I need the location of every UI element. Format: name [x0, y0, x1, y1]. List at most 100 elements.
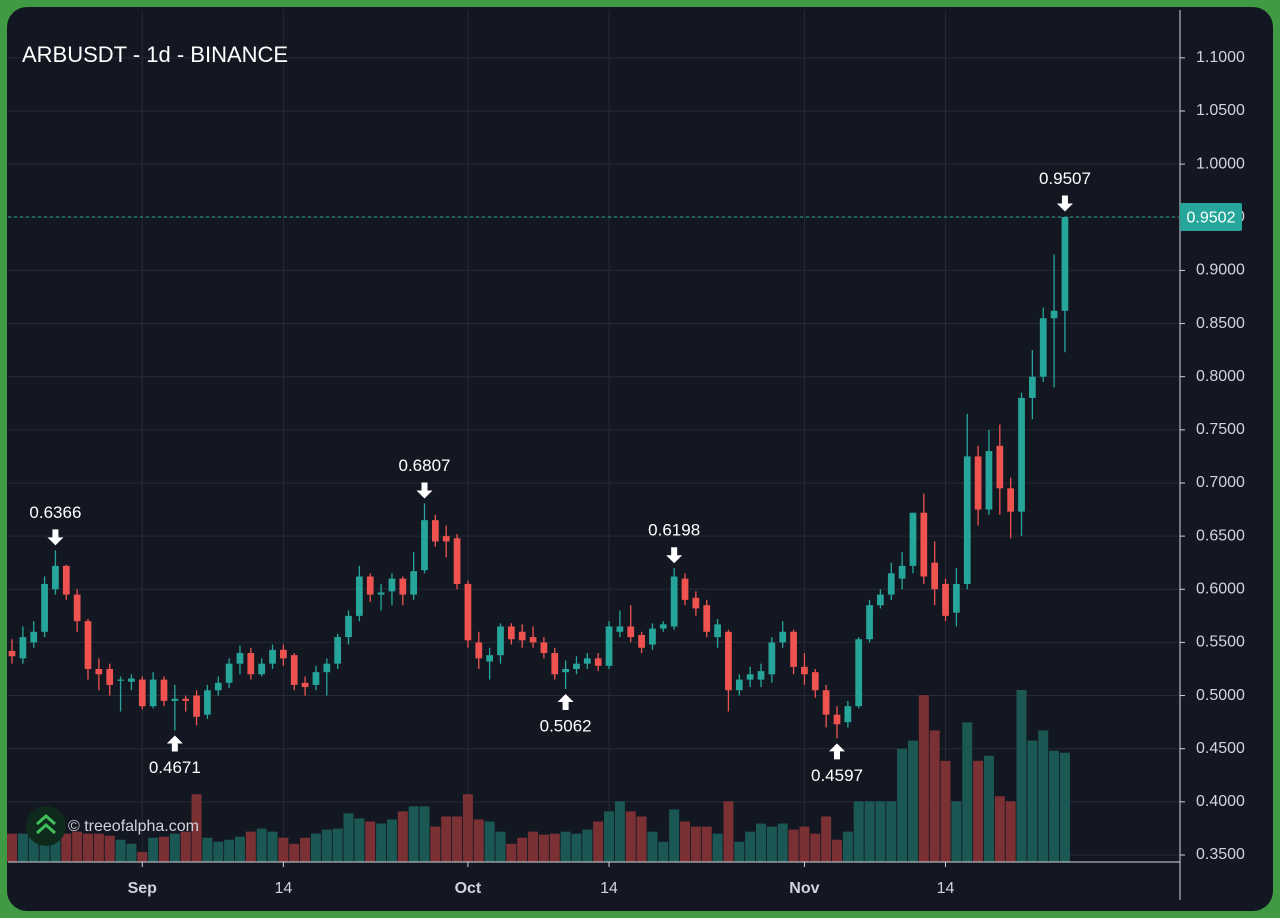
candle-body	[605, 626, 613, 666]
annotation-arrow	[666, 547, 683, 564]
candle-body	[963, 456, 971, 584]
candle-body	[366, 576, 374, 595]
volume-bar	[245, 831, 256, 862]
watermark: © treeofalpha.com	[26, 806, 199, 846]
candle-body	[659, 624, 667, 629]
extreme-annotation: 0.6198	[648, 521, 700, 564]
volume-bar	[234, 836, 245, 862]
volume-bar	[636, 816, 647, 862]
candle-body	[410, 571, 418, 595]
volume-bar	[973, 760, 984, 862]
volume-bar	[93, 833, 104, 862]
annotation-label: 0.5062	[540, 716, 592, 735]
candle-body	[562, 668, 569, 673]
candle-body	[431, 520, 439, 542]
candle-body	[1029, 376, 1036, 398]
candle-body	[1050, 310, 1058, 319]
volume-bar	[1016, 690, 1027, 862]
volume-bar	[441, 816, 452, 862]
chart-title: ARBUSDT - 1d - BINANCE	[22, 42, 288, 67]
candle-body	[171, 698, 179, 701]
candle-body	[421, 520, 428, 571]
candle-body	[855, 639, 863, 707]
volume-bar	[571, 833, 582, 862]
volume-bar	[1038, 730, 1049, 862]
volume-bar	[810, 833, 821, 862]
candle-body	[920, 512, 928, 577]
extreme-annotation: 0.4597	[811, 743, 863, 785]
candle-body	[345, 615, 352, 638]
volume-bar	[951, 801, 962, 862]
volume-bar	[886, 801, 897, 862]
volume-bar	[158, 836, 169, 862]
candle-body	[725, 631, 732, 691]
volume-bar	[842, 831, 853, 862]
volume-bar	[625, 811, 636, 862]
volume-bar	[28, 831, 39, 862]
volume-bar	[929, 730, 940, 862]
candle-body	[334, 637, 342, 664]
y-tick-label: 0.4500	[1196, 740, 1245, 757]
y-tick-label: 0.7500	[1196, 421, 1245, 438]
candle-body	[128, 678, 135, 682]
candle-body	[1039, 318, 1047, 377]
extreme-annotation: 0.6366	[29, 503, 81, 546]
candle-body	[269, 649, 276, 664]
candle-body	[844, 706, 852, 723]
candle-body	[399, 578, 407, 595]
volume-bar	[799, 826, 810, 862]
volume-bar	[430, 826, 441, 862]
candle-body	[106, 668, 114, 685]
candle-body	[757, 671, 765, 680]
y-tick-label: 0.8500	[1196, 315, 1245, 332]
candle-body	[790, 631, 797, 667]
volume-bar	[918, 695, 929, 862]
x-tick-label: Sep	[128, 880, 158, 897]
candle-body	[974, 456, 982, 510]
candle-body	[953, 583, 960, 613]
volume-bar	[897, 748, 908, 862]
candle-body	[204, 690, 211, 715]
candle-body	[1007, 488, 1015, 512]
candle-body	[149, 679, 157, 707]
y-tick-label: 0.6000	[1196, 580, 1245, 597]
candle-body	[62, 565, 70, 595]
extreme-annotation: 0.9507	[1039, 169, 1091, 212]
annotation-label: 0.6366	[29, 503, 81, 522]
candle-body	[746, 674, 754, 680]
annotation-arrow	[416, 482, 433, 499]
volume-bar	[137, 851, 148, 862]
candle-body	[117, 679, 124, 681]
candle-body	[898, 565, 906, 579]
candle-body	[301, 682, 309, 688]
volume-bar	[788, 829, 799, 862]
last-price-label: 0.9502	[1187, 209, 1236, 226]
volume-bar	[1049, 750, 1060, 862]
volume-bar	[473, 819, 484, 862]
chart-background	[7, 7, 1273, 911]
candle-layer	[8, 216, 1069, 739]
volume-bar	[452, 816, 463, 862]
candle-body	[942, 583, 949, 616]
annotation-label: 0.4597	[811, 766, 863, 785]
candle-body	[866, 605, 873, 640]
annotation-arrow	[557, 693, 574, 710]
volume-bar	[17, 833, 28, 862]
candle-body	[779, 631, 787, 643]
candle-body	[931, 562, 939, 590]
volume-bar	[256, 828, 267, 862]
candle-body	[19, 637, 27, 659]
candle-body	[182, 698, 190, 701]
y-tick-label: 0.8000	[1196, 368, 1245, 385]
x-tick-label: Nov	[789, 880, 819, 897]
y-tick-label: 0.5500	[1196, 634, 1245, 651]
candle-body	[540, 642, 548, 654]
candle-body	[41, 583, 48, 632]
volume-bar	[39, 833, 50, 862]
volume-bar	[528, 831, 539, 862]
candle-body	[236, 653, 244, 664]
volume-bar	[83, 833, 93, 862]
volume-bar	[267, 831, 278, 862]
y-tick-label: 0.6500	[1196, 527, 1245, 544]
